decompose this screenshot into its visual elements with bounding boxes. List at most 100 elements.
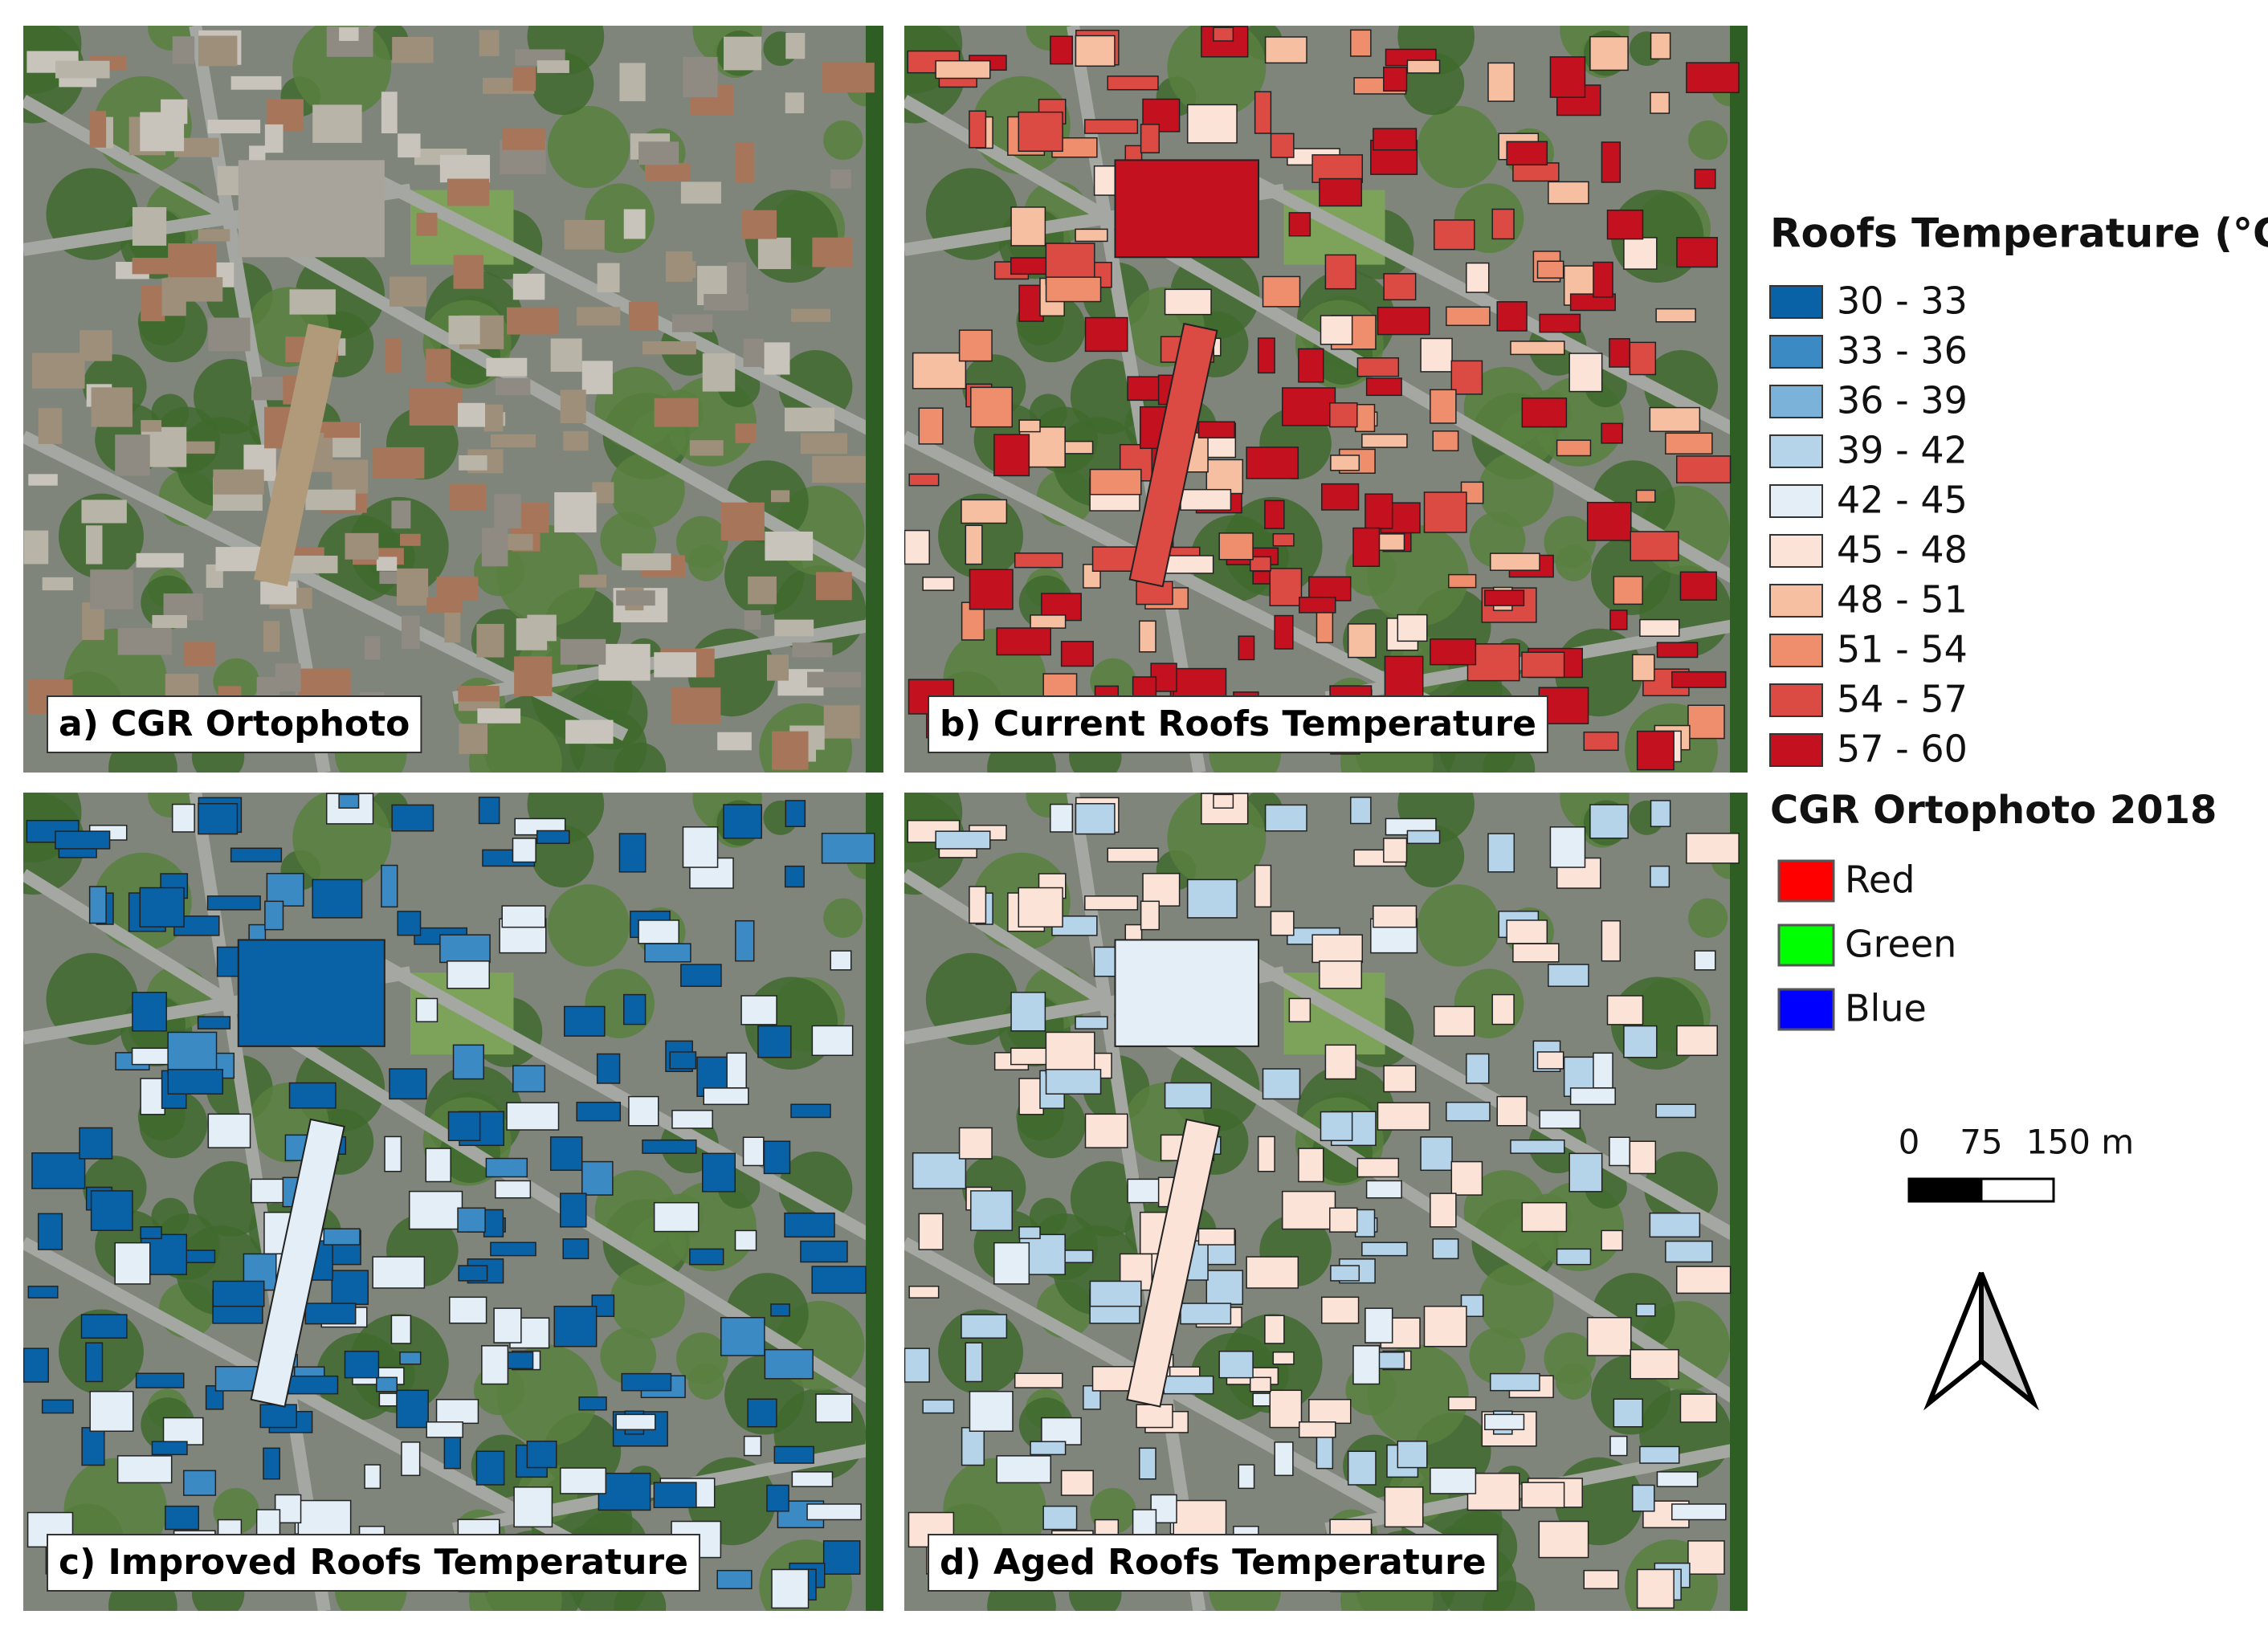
road — [364, 950, 883, 1249]
building — [717, 732, 752, 751]
building — [1639, 618, 1680, 637]
building — [961, 499, 1008, 524]
building — [1430, 1467, 1477, 1494]
building — [486, 357, 528, 377]
building — [961, 1314, 1008, 1339]
building — [1269, 568, 1303, 606]
building — [727, 262, 747, 297]
building — [1430, 389, 1457, 424]
building — [1383, 273, 1417, 301]
building — [1213, 793, 1234, 809]
building — [1075, 1016, 1108, 1029]
building — [1180, 488, 1232, 511]
building — [965, 524, 983, 565]
rail-edge — [1730, 793, 1748, 1611]
building — [1197, 1228, 1235, 1246]
legend-swatch — [1769, 335, 1823, 369]
building — [1656, 1471, 1699, 1487]
building — [1506, 919, 1548, 944]
building — [1586, 501, 1632, 541]
building — [689, 440, 724, 456]
building — [136, 552, 184, 568]
legend-swatch — [1769, 584, 1823, 618]
building — [807, 671, 862, 688]
building — [1164, 288, 1212, 316]
building — [305, 489, 356, 511]
building — [1352, 527, 1381, 567]
building — [757, 1025, 792, 1058]
legend-label: 57 - 60 — [1837, 728, 1968, 771]
building — [815, 572, 852, 601]
building — [1650, 865, 1670, 888]
building — [958, 1127, 993, 1160]
building — [1609, 1435, 1628, 1457]
building — [168, 277, 223, 302]
building — [1609, 610, 1628, 630]
building — [37, 1213, 63, 1250]
building — [1282, 387, 1336, 426]
building — [79, 1127, 113, 1160]
building — [1433, 1005, 1475, 1037]
building — [457, 1519, 500, 1536]
building — [785, 800, 806, 827]
building — [1329, 1519, 1373, 1536]
building — [312, 879, 363, 919]
building — [259, 1404, 297, 1429]
building — [1613, 1398, 1643, 1428]
building — [483, 1209, 504, 1237]
building — [597, 263, 620, 293]
building — [415, 997, 439, 1023]
building — [1018, 419, 1041, 433]
building — [1510, 340, 1565, 356]
building — [165, 1505, 199, 1531]
building — [1686, 62, 1740, 93]
building — [89, 111, 107, 148]
building — [771, 1568, 810, 1609]
building — [1218, 1351, 1254, 1379]
vegetation — [1544, 1332, 1596, 1384]
building — [396, 1389, 429, 1429]
building — [392, 37, 434, 63]
building — [560, 1467, 607, 1494]
building — [1432, 430, 1459, 452]
building — [1609, 338, 1630, 368]
building — [141, 420, 162, 432]
scale-label: 150 m — [2026, 1123, 2134, 1162]
building — [1186, 879, 1238, 919]
building — [619, 63, 646, 102]
building — [553, 1305, 598, 1347]
building — [1140, 900, 1161, 931]
building — [811, 1266, 867, 1294]
building — [904, 1347, 930, 1383]
building — [1636, 730, 1674, 771]
long-building — [1126, 1118, 1221, 1408]
building — [1083, 1384, 1101, 1410]
building — [1568, 353, 1603, 393]
building — [140, 1226, 162, 1240]
building — [1521, 1482, 1565, 1509]
building — [1352, 1345, 1381, 1385]
north-arrow — [1923, 1271, 2040, 1411]
building — [1548, 181, 1589, 205]
building — [1014, 1372, 1063, 1388]
building — [811, 1025, 854, 1056]
building — [723, 804, 762, 839]
building — [198, 35, 238, 67]
building — [1512, 162, 1560, 182]
building — [172, 36, 195, 64]
building — [381, 864, 398, 908]
building — [1269, 1389, 1303, 1429]
building — [1676, 1266, 1732, 1294]
scale-bar: 0 75 150 m — [1899, 1123, 2134, 1203]
building — [135, 1372, 185, 1388]
building — [132, 206, 167, 246]
building — [564, 219, 605, 250]
building — [1601, 141, 1621, 183]
building — [263, 1447, 280, 1480]
building — [996, 627, 1051, 656]
building — [671, 1110, 713, 1129]
building — [436, 577, 479, 601]
building — [1316, 608, 1334, 643]
building — [89, 1391, 134, 1432]
